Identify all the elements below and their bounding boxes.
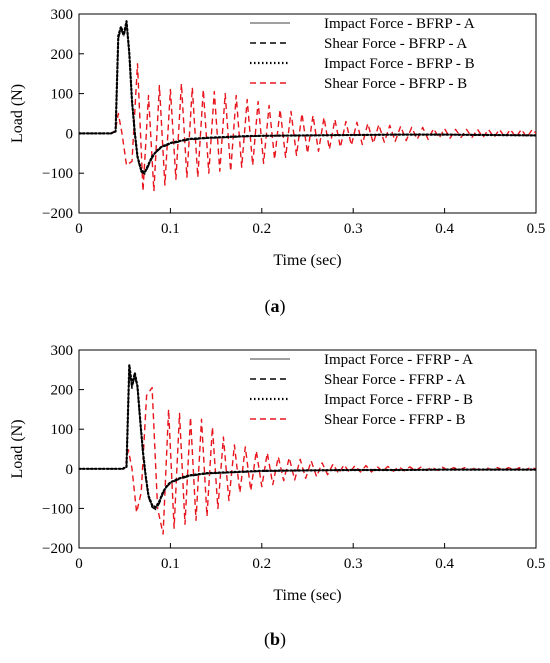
x-tick-label: 0 [75,556,83,572]
series-line-3 [79,20,536,174]
x-tick-label: 0 [75,221,83,237]
legend-entry-label: Shear Force - FFRP - A [324,372,466,388]
y-tick-label: 200 [51,47,74,63]
x-tick-label: 0.5 [527,221,546,237]
x-tick-label: 0.3 [344,556,363,572]
y-tick-label: 100 [51,87,74,103]
legend: Impact Force - FFRP - A Shear Force - FFR… [250,352,473,428]
plot-area-frame [78,13,537,214]
panel-label: (b) [264,629,286,650]
y-tick-label: −100 [42,166,73,182]
y-axis-label: Load (N) [9,419,26,478]
y-tick-label: −200 [42,206,73,222]
x-tick-label: 0.3 [344,221,363,237]
x-tick-label: 0.4 [435,556,454,572]
x-axis-label: Time (sec) [273,252,341,269]
legend-entry-label: Impact Force - BFRP - B [324,56,475,72]
legend-entry-label: Impact Force - BFRP - A [324,16,475,32]
x-tick-label: 0.1 [161,556,180,572]
legend-entry-label: Impact Force - FFRP - B [324,392,473,408]
y-tick-label: 0 [66,126,74,142]
y-tick-label: 300 [51,7,74,23]
y-tick-label: −200 [42,541,73,557]
y-axis-label: Load (N) [9,84,26,143]
y-tick-label: 100 [51,422,74,438]
x-tick-label: 0.2 [252,221,271,237]
series-line-4 [79,386,536,535]
y-tick-label: 200 [51,383,74,399]
legend-entry-label: Shear Force - FFRP - B [324,412,466,428]
y-tick-label: 0 [66,462,74,478]
x-tick-label: 0.4 [435,221,454,237]
plot-area-frame [78,349,537,549]
chart-panel-1: −200 −100 0 100 200 300 0 0.1 0.2 0.3 0.4 0.5 Time (… [9,7,545,317]
series-line-3 [79,363,536,509]
y-tick-label: 300 [51,343,74,359]
x-tick-label: 0.5 [527,556,546,572]
x-tick-label: 0.1 [161,221,180,237]
legend-entry-label: Impact Force - FFRP - A [324,352,473,368]
legend: Impact Force - BFRP - A Shear Force - BFR… [250,16,475,92]
x-axis-label: Time (sec) [273,587,341,604]
x-tick-label: 0.2 [252,556,271,572]
panel-label: (a) [265,296,286,317]
legend-entry-label: Shear Force - BFRP - B [324,76,467,92]
series-line-4 [79,63,536,192]
legend-entry-label: Shear Force - BFRP - A [324,36,467,52]
chart-panel-2: −200 −100 0 100 200 300 0 0.1 0.2 0.3 0.4 0.5 Time (… [9,343,545,650]
y-tick-label: −100 [42,501,73,517]
